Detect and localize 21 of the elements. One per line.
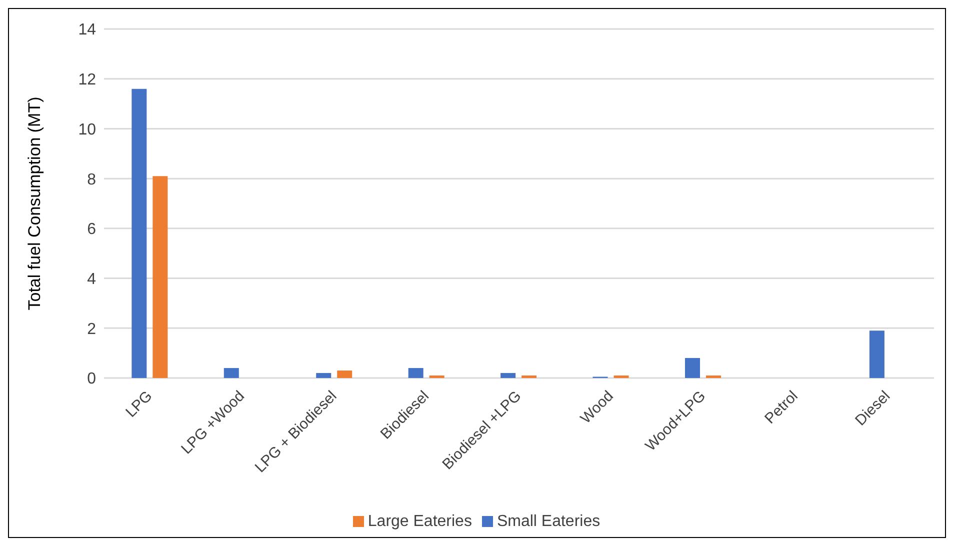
bar [152, 176, 168, 378]
y-axis-title: Total fuel Consumption (MT) [25, 96, 44, 310]
y-tick-label: 6 [87, 221, 96, 238]
y-tick-label: 2 [87, 320, 96, 338]
y-tick-label: 10 [78, 121, 96, 138]
y-tick-label: 4 [87, 270, 96, 288]
bar [316, 373, 332, 378]
bar [500, 373, 516, 378]
y-tick-label: 12 [78, 72, 96, 89]
bar [224, 368, 239, 378]
y-tick-label: 8 [87, 171, 96, 188]
y-tick-label: 0 [87, 370, 96, 388]
bar [685, 358, 700, 378]
bar [337, 370, 352, 378]
bar [408, 368, 424, 378]
bar [132, 88, 147, 378]
x-tick-label: LPG [122, 388, 156, 421]
bar [869, 330, 884, 378]
y-tick-label: 14 [78, 22, 96, 39]
legend-label: Large Eateries [368, 513, 472, 530]
legend-label: Small Eateries [496, 513, 600, 530]
